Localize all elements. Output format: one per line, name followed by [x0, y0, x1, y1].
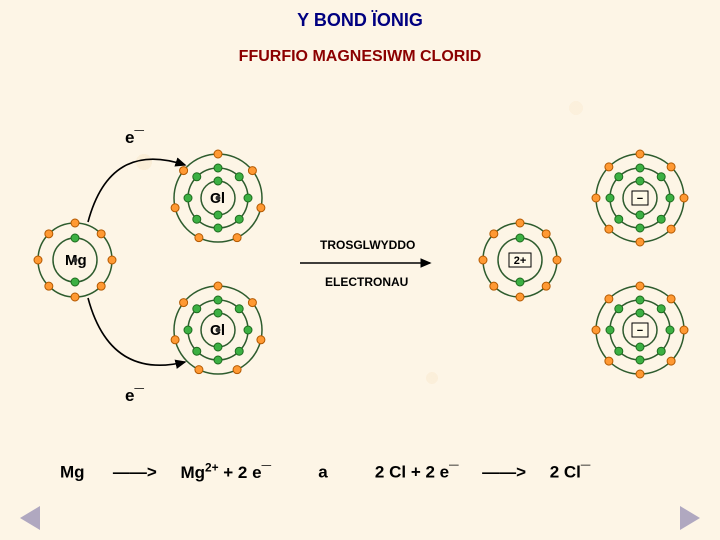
- eq-mid: a: [318, 463, 327, 482]
- electron-arrow-top: [88, 159, 185, 222]
- equation-row: Mg ——> Mg2+ + 2 e¯ a 2 Cl + 2 e¯ ——> 2 C…: [60, 460, 590, 483]
- eq-2clminus: 2 Cl¯: [550, 463, 591, 482]
- eq-arrow-1: ——>: [113, 463, 157, 482]
- eq-2cl: 2 Cl + 2 e¯: [375, 463, 459, 482]
- diagram-svg: 2+ − −: [0, 0, 720, 540]
- svg-text:−: −: [637, 325, 643, 337]
- eq-mg: Mg: [60, 463, 85, 482]
- atom-Cl_top_left: [171, 150, 265, 242]
- atom-Cl_bot_left: [171, 282, 265, 374]
- atom-Cl_bot_right: −: [592, 282, 688, 378]
- next-arrow-icon[interactable]: [680, 506, 700, 530]
- svg-text:−: −: [637, 193, 643, 205]
- atom-Mg_left: [34, 219, 116, 301]
- atom-Cl_top_right: −: [592, 150, 688, 246]
- prev-arrow-icon[interactable]: [20, 506, 40, 530]
- atom-Mg_right: 2+: [479, 219, 561, 301]
- svg-text:2+: 2+: [514, 255, 527, 267]
- eq-arrow-2: ——>: [482, 463, 526, 482]
- eq-mg2plus: Mg2+ + 2 e¯: [180, 463, 275, 482]
- electron-arrow-bottom: [88, 298, 185, 365]
